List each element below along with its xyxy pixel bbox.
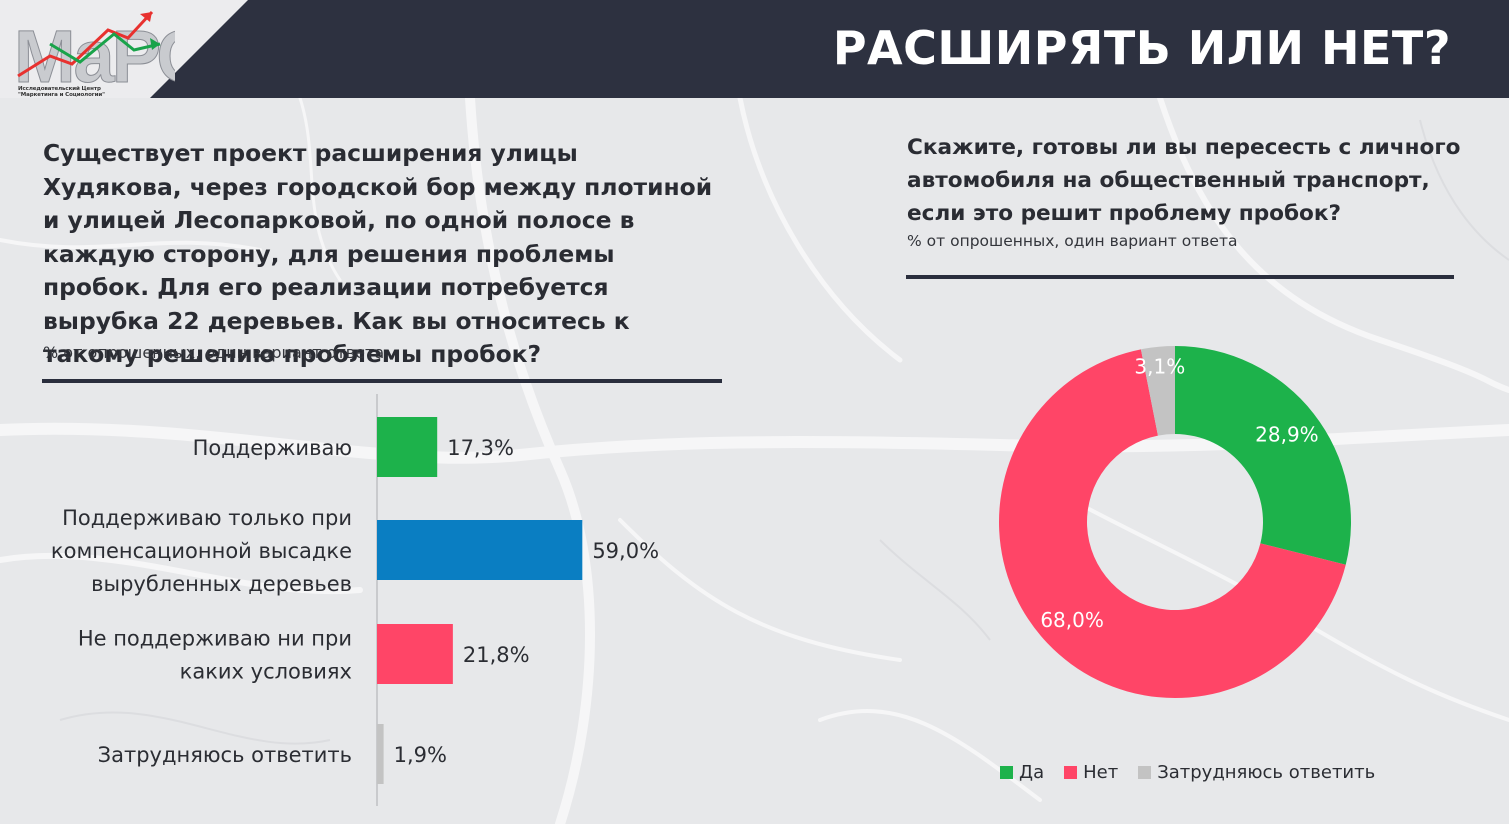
bar-category-label-2-1: каких условиях xyxy=(180,660,352,684)
bar-category-label-1-2: вырубленных деревьев xyxy=(91,572,352,596)
donut-value-label-2: 3,1% xyxy=(1134,355,1185,379)
legend-label-1: Нет xyxy=(1083,762,1119,783)
legend-swatch-0 xyxy=(1000,766,1013,779)
left-question: Существует проект расширения улицы Худяк… xyxy=(43,139,713,368)
bar-category-label-2-0: Не поддерживаю ни при xyxy=(78,627,352,651)
page-title: РАСШИРЯТЬ ИЛИ НЕТ? xyxy=(832,21,1451,75)
bar-value-label-3: 1,9% xyxy=(394,743,447,767)
bar-category-label-1-0: Поддерживаю только при xyxy=(62,506,352,530)
donut-value-label-0: 28,9% xyxy=(1255,423,1319,447)
right-question-note: % от опрошенных, один вариант ответа xyxy=(907,232,1238,250)
logo-caption: Исследовательский Центр "Маркетинга и Со… xyxy=(18,86,168,98)
donut-slice-2 xyxy=(1140,346,1175,436)
bar-category-label-3-0: Затрудняюсь ответить xyxy=(98,743,352,767)
logo-caption-line2: "Маркетинга и Социологии" xyxy=(18,92,105,98)
legend-label-2: Затрудняюсь ответить xyxy=(1157,762,1376,783)
bar-value-label-0: 17,3% xyxy=(447,436,514,460)
logo-caption-line1: Исследовательский Центр xyxy=(18,86,101,92)
header-bar xyxy=(0,0,1509,98)
left-question-note: % от опрошенных, один вариант ответа xyxy=(43,343,385,362)
logo-wordmark: МаРС xyxy=(14,15,175,96)
right-question: Скажите, готовы ли вы пересесть с личног… xyxy=(907,135,1461,226)
right-divider xyxy=(906,275,1454,279)
bar-2 xyxy=(377,624,453,684)
bar-3 xyxy=(377,724,384,784)
donut-slice-1 xyxy=(999,349,1346,698)
donut-legend: Да Нет Затрудняюсь ответить xyxy=(1000,762,1375,783)
bar-category-label-0-0: Поддерживаю xyxy=(193,436,352,460)
donut-value-label-1: 68,0% xyxy=(1040,608,1104,632)
bar-value-label-2: 21,8% xyxy=(463,643,530,667)
bar-value-label-1: 59,0% xyxy=(592,539,659,563)
left-divider xyxy=(42,379,722,383)
legend-label-0: Да xyxy=(1019,762,1045,783)
bar-chart: 17,3% Поддерживаю 59,0% Поддерживаю только … xyxy=(51,394,659,806)
bar-0 xyxy=(377,417,438,477)
logo: МаРС xyxy=(14,10,175,96)
legend-item-2: Затрудняюсь ответить xyxy=(1138,762,1375,783)
donut-chart: 28,9% 68,0% 3,1% xyxy=(999,346,1351,698)
legend-swatch-2 xyxy=(1138,766,1152,779)
donut-slice-0 xyxy=(1175,346,1351,565)
bar-1 xyxy=(377,520,583,580)
legend-item-0: Да xyxy=(1000,762,1044,783)
bar-category-label-1-1: компенсационной высадке xyxy=(51,539,352,563)
legend-swatch-1 xyxy=(1064,766,1078,779)
legend-item-1: Нет xyxy=(1064,762,1118,783)
